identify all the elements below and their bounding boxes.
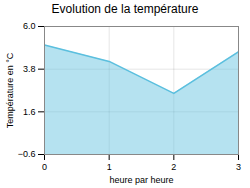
svg-text:Température en °C: Température en °C: [5, 52, 15, 128]
html-text:Evolution de la température: Evolution de la température: [51, 2, 199, 16]
svg-text:3: 3: [236, 162, 241, 172]
svg-text:0: 0: [42, 162, 47, 172]
svg-text:3.8: 3.8: [23, 64, 36, 74]
svg-text:heure par heure: heure par heure: [109, 175, 173, 185]
svg-text:−0.6: −0.6: [18, 149, 36, 159]
svg-text:6.0: 6.0: [23, 21, 36, 31]
svg-text:2: 2: [171, 162, 176, 172]
svg-text:1: 1: [107, 162, 112, 172]
svg-text:1.6: 1.6: [23, 107, 36, 117]
